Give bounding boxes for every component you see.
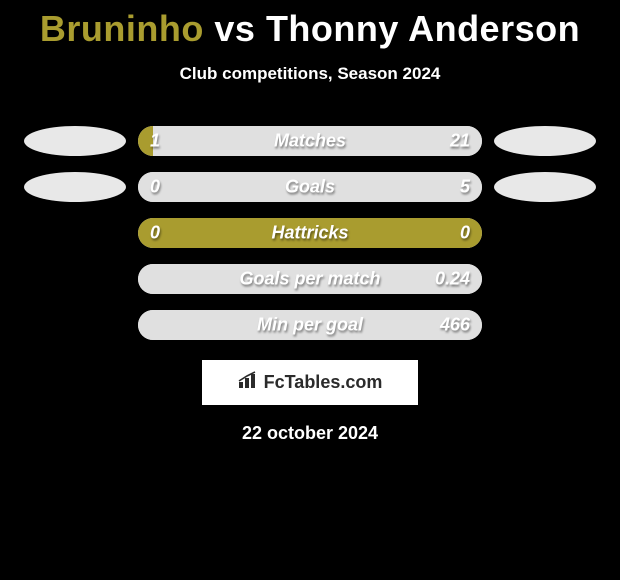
stat-value-left: 1 (150, 131, 160, 152)
stat-bar: 0 0 Hattricks (138, 218, 482, 248)
stat-value-right: 21 (450, 131, 470, 152)
spacer (494, 218, 596, 248)
stat-value-right: 466 (440, 315, 470, 336)
spacer (24, 218, 126, 248)
stat-label: Goals per match (239, 269, 380, 290)
player2-badge (494, 172, 596, 202)
stat-row: 0 5 Goals (0, 164, 620, 210)
fctables-logo[interactable]: FcTables.com (202, 360, 418, 405)
stat-row: 1 21 Matches (0, 118, 620, 164)
spacer (494, 310, 596, 340)
stat-bar: 466 Min per goal (138, 310, 482, 340)
stat-bar: 0 5 Goals (138, 172, 482, 202)
stat-label: Matches (274, 131, 346, 152)
stat-value-right: 0 (460, 223, 470, 244)
player1-name: Bruninho (40, 8, 204, 49)
stat-value-left: 0 (150, 177, 160, 198)
player1-badge (24, 126, 126, 156)
spacer (494, 264, 596, 294)
stat-value-right: 0.24 (435, 269, 470, 290)
player1-badge (24, 172, 126, 202)
player2-badge (494, 126, 596, 156)
subtitle: Club competitions, Season 2024 (0, 64, 620, 84)
comparison-title: Bruninho vs Thonny Anderson (0, 0, 620, 50)
logo-text: FcTables.com (264, 372, 383, 393)
stat-label: Goals (285, 177, 335, 198)
vs-text: vs (214, 8, 255, 49)
player2-name: Thonny Anderson (266, 8, 580, 49)
stat-rows: 1 21 Matches 0 5 Goals 0 0 Hattricks 0.24 Goals pe… (0, 118, 620, 348)
stat-value-left: 0 (150, 223, 160, 244)
spacer (24, 264, 126, 294)
stat-bar: 0.24 Goals per match (138, 264, 482, 294)
stat-bar: 1 21 Matches (138, 126, 482, 156)
stat-row: 0.24 Goals per match (0, 256, 620, 302)
bars-icon (238, 371, 260, 394)
date-text: 22 october 2024 (0, 423, 620, 444)
stat-label: Min per goal (257, 315, 363, 336)
spacer (24, 310, 126, 340)
stat-row: 0 0 Hattricks (0, 210, 620, 256)
stat-label: Hattricks (271, 223, 348, 244)
stat-value-right: 5 (460, 177, 470, 198)
stat-row: 466 Min per goal (0, 302, 620, 348)
